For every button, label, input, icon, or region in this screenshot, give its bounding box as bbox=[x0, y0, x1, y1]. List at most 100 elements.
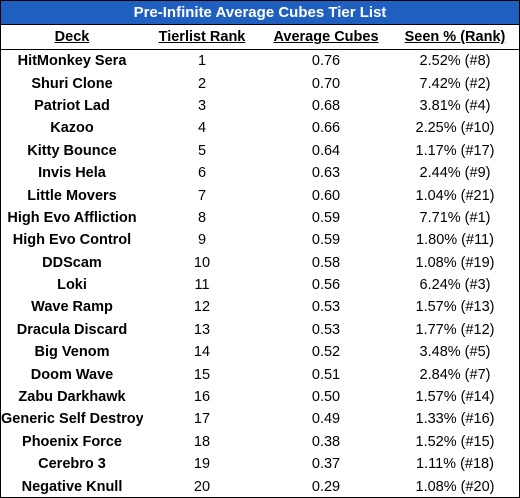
cell-seen: 1.17% (#17) bbox=[415, 142, 495, 159]
table-row: Zabu Darkhawk 16 0.50 1.57% (#14) bbox=[1, 386, 519, 408]
cell-rank: 19 bbox=[193, 456, 211, 473]
cell-seen: 1.11% (#18) bbox=[416, 456, 494, 473]
cell-average-cubes: 0.53 bbox=[311, 299, 341, 316]
table-row: Phoenix Force 18 0.38 1.52% (#15) bbox=[1, 431, 519, 453]
cell-deck: Doom Wave bbox=[30, 366, 114, 383]
cell-deck: Big Venom bbox=[34, 344, 110, 361]
table-row: Loki 11 0.56 6.24% (#3) bbox=[1, 274, 519, 296]
cell-average-cubes: 0.53 bbox=[311, 321, 341, 338]
cell-average-cubes: 0.70 bbox=[311, 75, 341, 92]
cell-seen: 1.08% (#20) bbox=[415, 478, 495, 495]
cell-seen: 1.33% (#16) bbox=[415, 411, 495, 428]
cell-seen: 7.42% (#2) bbox=[419, 75, 491, 92]
table-row: Invis Hela 6 0.63 2.44% (#9) bbox=[1, 162, 519, 184]
cell-deck: High Evo Affliction bbox=[7, 209, 137, 226]
cell-rank: 20 bbox=[193, 478, 211, 495]
table-row: Doom Wave 15 0.51 2.84% (#7) bbox=[1, 363, 519, 385]
cell-rank: 8 bbox=[197, 209, 207, 226]
table-row: Wave Ramp 12 0.53 1.57% (#13) bbox=[1, 296, 519, 318]
cell-rank: 2 bbox=[197, 75, 207, 92]
cell-seen: 3.81% (#4) bbox=[419, 97, 491, 114]
cell-rank: 15 bbox=[193, 366, 211, 383]
cell-rank: 1 bbox=[197, 53, 207, 70]
cell-seen: 2.84% (#7) bbox=[419, 366, 491, 383]
cell-rank: 3 bbox=[197, 97, 207, 114]
cell-rank: 5 bbox=[197, 142, 207, 159]
cell-rank: 7 bbox=[197, 187, 207, 204]
cell-rank: 13 bbox=[193, 321, 211, 338]
cell-deck: DDScam bbox=[42, 254, 102, 271]
cell-rank: 6 bbox=[197, 165, 207, 182]
table-row: Shuri Clone 2 0.70 7.42% (#2) bbox=[1, 72, 519, 94]
cell-seen: 1.57% (#14) bbox=[415, 389, 495, 406]
cell-deck: HitMonkey Sera bbox=[17, 53, 127, 70]
table-row: Cerebro 3 19 0.37 1.11% (#18) bbox=[1, 453, 519, 475]
tier-table: Deck Tierlist Rank Average Cubes Seen % … bbox=[1, 25, 519, 498]
cell-seen: 2.25% (#10) bbox=[415, 120, 495, 137]
table-row: High Evo Affliction 8 0.59 7.71% (#1) bbox=[1, 207, 519, 229]
table-row: Little Movers 7 0.60 1.04% (#21) bbox=[1, 184, 519, 206]
cell-deck: Cerebro 3 bbox=[38, 456, 106, 473]
cell-rank: 12 bbox=[193, 299, 211, 316]
cell-seen: 1.08% (#19) bbox=[415, 254, 495, 271]
cell-seen: 1.52% (#15) bbox=[415, 433, 495, 450]
cell-deck: Phoenix Force bbox=[22, 433, 122, 450]
cell-rank: 11 bbox=[194, 277, 210, 294]
cell-deck: Generic Self Destroy bbox=[1, 411, 143, 428]
cell-rank: 9 bbox=[197, 232, 207, 249]
cell-average-cubes: 0.50 bbox=[311, 389, 341, 406]
cell-average-cubes: 0.58 bbox=[311, 254, 341, 271]
cell-seen: 1.77% (#12) bbox=[415, 321, 495, 338]
cell-deck: Kazoo bbox=[50, 120, 94, 137]
cell-average-cubes: 0.66 bbox=[311, 120, 341, 137]
cell-seen: 3.48% (#5) bbox=[419, 344, 491, 361]
cell-deck: Loki bbox=[57, 277, 87, 294]
header-tierlist-rank: Tierlist Rank bbox=[143, 25, 261, 50]
cell-average-cubes: 0.68 bbox=[311, 97, 341, 114]
cell-rank: 17 bbox=[193, 411, 211, 428]
cell-deck: Zabu Darkhawk bbox=[18, 389, 126, 406]
table-row: Big Venom 14 0.52 3.48% (#5) bbox=[1, 341, 519, 363]
cell-rank: 4 bbox=[197, 120, 207, 137]
cell-deck: Dracula Discard bbox=[16, 321, 128, 338]
cell-average-cubes: 0.56 bbox=[311, 277, 341, 294]
sheet-title: Pre-Infinite Average Cubes Tier List bbox=[1, 1, 519, 25]
header-row: Deck Tierlist Rank Average Cubes Seen % … bbox=[1, 25, 519, 50]
cell-average-cubes: 0.60 bbox=[311, 187, 341, 204]
cell-deck: Little Movers bbox=[27, 187, 117, 204]
cell-average-cubes: 0.59 bbox=[311, 232, 341, 249]
cell-deck: Negative Knull bbox=[21, 478, 123, 495]
table-row: HitMonkey Sera 1 0.76 2.52% (#8) bbox=[1, 50, 519, 73]
cell-rank: 14 bbox=[193, 344, 211, 361]
cell-seen: 7.71% (#1) bbox=[419, 209, 491, 226]
header-deck: Deck bbox=[1, 25, 143, 50]
cell-average-cubes: 0.64 bbox=[311, 142, 341, 159]
table-row: Dracula Discard 13 0.53 1.77% (#12) bbox=[1, 319, 519, 341]
cell-average-cubes: 0.51 bbox=[311, 366, 341, 383]
cell-deck: High Evo Control bbox=[12, 232, 132, 249]
table-row: High Evo Control 9 0.59 1.80% (#11) bbox=[1, 229, 519, 251]
cell-seen: 1.04% (#21) bbox=[415, 187, 495, 204]
cell-average-cubes: 0.29 bbox=[311, 478, 341, 495]
cell-deck: Patriot Lad bbox=[34, 97, 110, 114]
table-row: Negative Knull 20 0.29 1.08% (#20) bbox=[1, 475, 519, 497]
cell-seen: 1.80% (#11) bbox=[416, 232, 494, 249]
cell-average-cubes: 0.59 bbox=[311, 209, 341, 226]
cell-seen: 1.57% (#13) bbox=[415, 299, 495, 316]
cell-average-cubes: 0.52 bbox=[311, 344, 341, 361]
cell-average-cubes: 0.49 bbox=[311, 411, 341, 428]
table-row: Generic Self Destroy 17 0.49 1.33% (#16) bbox=[1, 408, 519, 430]
cell-seen: 2.44% (#9) bbox=[419, 165, 491, 182]
cell-deck: Kitty Bounce bbox=[27, 142, 117, 159]
cell-seen: 6.24% (#3) bbox=[419, 277, 491, 294]
cell-average-cubes: 0.37 bbox=[311, 456, 341, 473]
header-average-cubes: Average Cubes bbox=[261, 25, 391, 50]
cell-deck: Shuri Clone bbox=[31, 75, 113, 92]
cell-average-cubes: 0.63 bbox=[311, 165, 341, 182]
table-row: Kitty Bounce 5 0.64 1.17% (#17) bbox=[1, 140, 519, 162]
cell-average-cubes: 0.38 bbox=[311, 433, 341, 450]
header-seen-rank: Seen % (Rank) bbox=[391, 25, 519, 50]
cell-rank: 18 bbox=[193, 433, 211, 450]
cell-average-cubes: 0.76 bbox=[311, 53, 341, 70]
